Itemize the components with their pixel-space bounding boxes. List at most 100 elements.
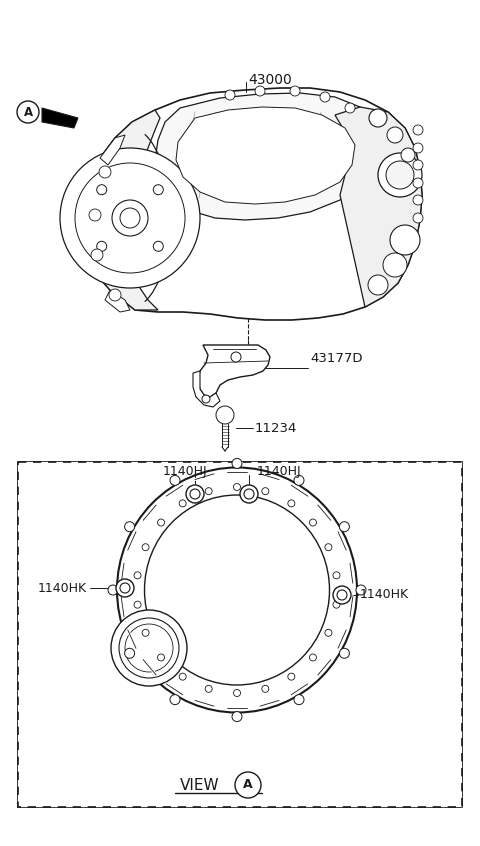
Circle shape: [99, 166, 111, 178]
Polygon shape: [42, 108, 78, 128]
Circle shape: [390, 225, 420, 255]
Text: 43177D: 43177D: [310, 351, 362, 365]
Circle shape: [235, 772, 261, 798]
Circle shape: [240, 485, 258, 503]
Circle shape: [413, 213, 423, 223]
Polygon shape: [219, 408, 231, 422]
Polygon shape: [198, 345, 270, 397]
Text: VIEW: VIEW: [180, 777, 220, 793]
Circle shape: [120, 208, 140, 228]
Circle shape: [89, 209, 101, 221]
Circle shape: [111, 610, 187, 686]
Circle shape: [255, 86, 265, 96]
Circle shape: [225, 90, 235, 100]
Circle shape: [205, 685, 212, 692]
Text: 11234: 11234: [255, 421, 298, 435]
Circle shape: [157, 654, 165, 661]
Polygon shape: [100, 135, 125, 165]
Circle shape: [157, 519, 165, 526]
Circle shape: [232, 711, 242, 722]
Circle shape: [216, 406, 234, 424]
Circle shape: [413, 178, 423, 188]
Circle shape: [179, 673, 186, 680]
Circle shape: [120, 583, 130, 593]
Circle shape: [386, 161, 414, 189]
Circle shape: [109, 289, 121, 301]
Circle shape: [339, 648, 349, 658]
Polygon shape: [176, 107, 355, 204]
Circle shape: [368, 275, 388, 295]
Circle shape: [413, 195, 423, 205]
Circle shape: [142, 629, 149, 636]
Text: 1140HJ: 1140HJ: [257, 465, 301, 479]
Circle shape: [96, 184, 107, 195]
Circle shape: [369, 109, 387, 127]
Circle shape: [142, 544, 149, 551]
Text: 1140HK: 1140HK: [38, 581, 87, 595]
Circle shape: [125, 624, 173, 672]
Circle shape: [233, 689, 240, 696]
Circle shape: [17, 101, 39, 123]
Circle shape: [190, 489, 200, 499]
Circle shape: [125, 648, 134, 658]
Circle shape: [387, 127, 403, 143]
Circle shape: [91, 249, 103, 261]
Circle shape: [294, 475, 304, 486]
Circle shape: [356, 585, 366, 595]
Polygon shape: [105, 290, 130, 312]
Circle shape: [413, 160, 423, 170]
Polygon shape: [78, 110, 160, 310]
Bar: [18, 462, 462, 807]
Circle shape: [125, 522, 134, 531]
Circle shape: [333, 602, 340, 608]
Text: 1140HJ: 1140HJ: [163, 465, 207, 479]
Circle shape: [134, 602, 141, 608]
Circle shape: [119, 618, 179, 678]
Polygon shape: [335, 107, 422, 307]
Circle shape: [186, 485, 204, 503]
Circle shape: [325, 544, 332, 551]
Circle shape: [96, 241, 107, 251]
Circle shape: [413, 125, 423, 135]
Polygon shape: [155, 93, 378, 220]
Text: 1140HK: 1140HK: [360, 589, 409, 602]
Polygon shape: [78, 88, 422, 320]
Circle shape: [233, 484, 240, 491]
Circle shape: [262, 685, 269, 692]
Polygon shape: [193, 371, 220, 407]
Circle shape: [170, 475, 180, 486]
Circle shape: [75, 163, 185, 273]
Circle shape: [401, 148, 415, 162]
Circle shape: [333, 572, 340, 579]
Bar: [18, 462, 462, 807]
Circle shape: [202, 395, 210, 403]
Ellipse shape: [144, 495, 329, 685]
Circle shape: [153, 184, 163, 195]
Circle shape: [345, 103, 355, 113]
Text: A: A: [24, 106, 33, 118]
Circle shape: [310, 654, 316, 661]
Text: A: A: [243, 778, 253, 792]
Text: 43000: 43000: [248, 73, 292, 87]
Circle shape: [288, 673, 295, 680]
Circle shape: [310, 519, 316, 526]
Circle shape: [244, 489, 254, 499]
Circle shape: [108, 585, 118, 595]
Circle shape: [232, 459, 242, 469]
Circle shape: [413, 143, 423, 153]
Circle shape: [205, 487, 212, 495]
Circle shape: [378, 153, 422, 197]
Circle shape: [325, 629, 332, 636]
Circle shape: [134, 572, 141, 579]
Circle shape: [153, 241, 163, 251]
Circle shape: [290, 86, 300, 96]
Circle shape: [179, 500, 186, 507]
Circle shape: [170, 695, 180, 705]
Circle shape: [333, 586, 351, 604]
Circle shape: [288, 500, 295, 507]
Circle shape: [112, 200, 148, 236]
Circle shape: [339, 522, 349, 531]
Circle shape: [116, 579, 134, 597]
Circle shape: [383, 253, 407, 277]
Circle shape: [231, 352, 241, 362]
